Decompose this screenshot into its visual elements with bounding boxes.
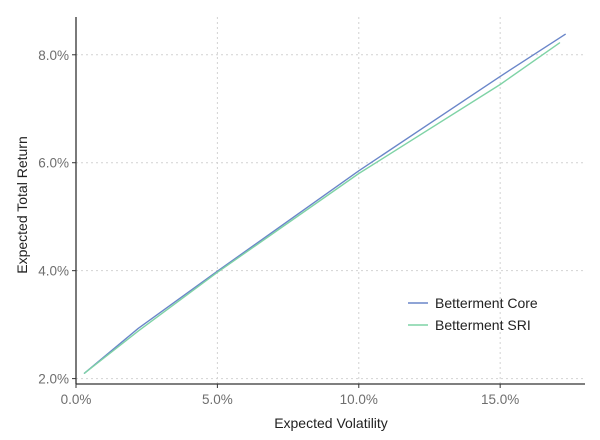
series-line-0 — [83, 33, 566, 374]
y-tick-labels: 2.0% 4.0% 6.0% 8.0% — [38, 48, 76, 387]
y-axis-title: Expected Total Return — [14, 136, 30, 274]
x-tick-label-2: 10.0% — [340, 392, 378, 407]
x-tick-label-0: 0.0% — [61, 392, 92, 407]
legend-label-1: Betterment SRI — [435, 317, 531, 333]
y-tick-label-2: 6.0% — [38, 156, 69, 171]
y-tick-label-3: 8.0% — [38, 48, 69, 63]
series-lines — [83, 33, 566, 374]
legend: Betterment Core Betterment SRI — [408, 295, 538, 333]
y-tick-label-0: 2.0% — [38, 372, 69, 387]
x-axis-title: Expected Volatility — [274, 415, 388, 431]
x-tick-label-3: 15.0% — [481, 392, 519, 407]
y-tick-label-1: 4.0% — [38, 264, 69, 279]
series-line-1 — [83, 42, 561, 374]
legend-label-0: Betterment Core — [435, 295, 538, 311]
x-tick-label-1: 5.0% — [202, 392, 233, 407]
x-tick-labels: 0.0% 5.0% 10.0% 15.0% — [61, 384, 519, 407]
